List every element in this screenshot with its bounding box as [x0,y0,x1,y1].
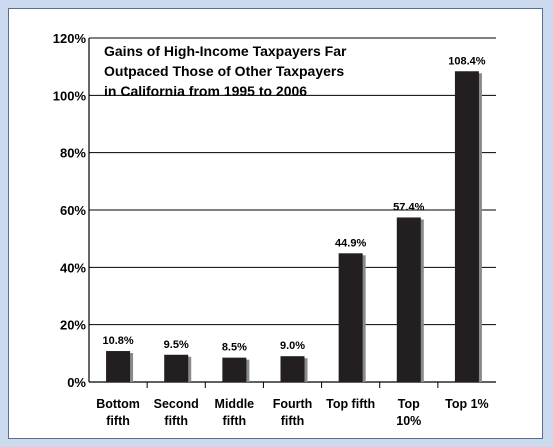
data-label: 10.8% [102,335,133,347]
y-tick-label: 20% [60,318,86,333]
data-label: 57.4% [393,201,424,213]
category-label: fifth [106,414,130,428]
category-label: Fourth [273,397,313,411]
category-label: fifth [164,414,188,428]
y-tick-label: 40% [60,260,86,275]
data-label: 44.9% [335,237,366,249]
y-tick-label: 120% [53,31,87,46]
category-label: Middle [215,397,255,411]
category-label: Top [398,397,420,411]
category-label: Top fifth [326,397,375,411]
category-label: 10% [396,414,421,428]
data-label: 9.5% [164,339,189,351]
bar [454,71,479,383]
bar [106,351,131,382]
bar [280,356,305,382]
bar [164,354,189,382]
category-label: Bottom [96,397,140,411]
category-label: fifth [223,414,247,428]
category-label: fifth [281,414,305,428]
category-label: Second [154,397,199,411]
chart-title-line: Gains of High-Income Taxpayers Far [104,43,347,59]
y-tick-label: 60% [60,203,86,218]
y-tick-label: 80% [60,146,86,161]
y-tick-label: 0% [67,375,86,390]
bar-chart: 0% 20% 40% 60% 80% 100% 120% 10.8% 9.5% 8.5% 9.0% 4… [53,31,496,428]
y-tick-label: 100% [53,88,87,103]
data-label: 9.0% [280,340,305,352]
chart-title-line: Outpaced Those of Other Taxpayers [104,63,344,79]
bar [396,217,421,382]
bar [338,253,363,382]
category-label: Top 1% [445,397,489,411]
data-label: 8.5% [222,342,247,354]
chart-frame: 0% 20% 40% 60% 80% 100% 120% 10.8% 9.5% 8.5% 9.0% 4… [8,8,543,439]
data-label: 108.4% [448,55,486,67]
chart-title-line: in California from 1995 to 2006 [104,83,307,99]
bar [222,357,247,382]
